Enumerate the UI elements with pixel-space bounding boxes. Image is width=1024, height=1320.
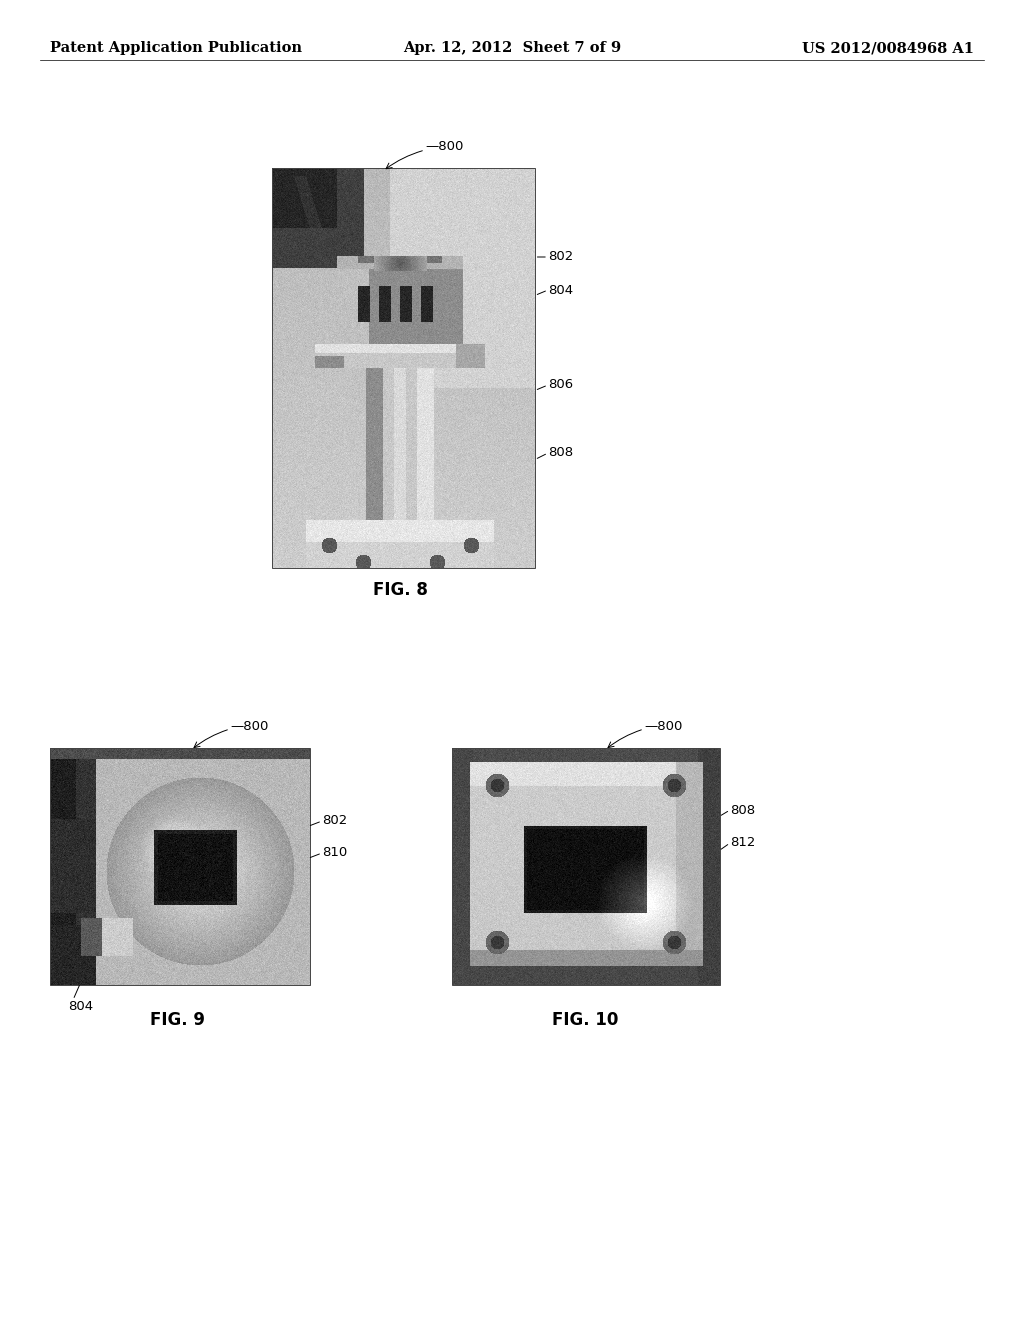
Text: 802: 802 — [322, 814, 347, 828]
Text: 810: 810 — [322, 846, 347, 859]
Bar — [452, 748, 720, 985]
Text: 804: 804 — [548, 284, 573, 297]
Bar — [50, 748, 310, 985]
Bar — [272, 168, 535, 568]
Text: —800: —800 — [425, 140, 464, 153]
Text: Patent Application Publication: Patent Application Publication — [50, 41, 302, 55]
Text: FIG. 8: FIG. 8 — [373, 581, 427, 599]
Text: 806: 806 — [548, 379, 573, 392]
Text: —800: —800 — [644, 719, 682, 733]
Text: US 2012/0084968 A1: US 2012/0084968 A1 — [802, 41, 974, 55]
Text: 812: 812 — [730, 837, 756, 850]
Text: 804: 804 — [68, 1001, 93, 1012]
Text: 808: 808 — [548, 446, 573, 459]
Text: Apr. 12, 2012  Sheet 7 of 9: Apr. 12, 2012 Sheet 7 of 9 — [402, 41, 622, 55]
Text: FIG. 9: FIG. 9 — [151, 1011, 206, 1030]
Text: —800: —800 — [230, 719, 268, 733]
Text: 802: 802 — [548, 251, 573, 264]
Text: 808: 808 — [730, 804, 755, 817]
Text: FIG. 10: FIG. 10 — [552, 1011, 618, 1030]
